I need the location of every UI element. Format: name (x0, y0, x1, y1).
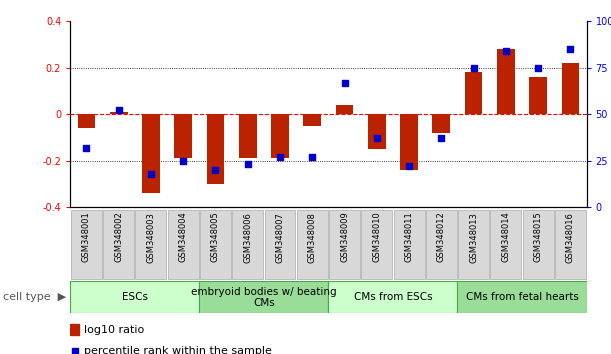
Point (436, 136, 446, 141)
Bar (304, 114, 321, 126)
Bar (465, 72, 483, 114)
FancyBboxPatch shape (70, 281, 199, 313)
FancyBboxPatch shape (136, 210, 166, 279)
Text: GSM348004: GSM348004 (178, 212, 188, 262)
Text: GSM348011: GSM348011 (404, 212, 414, 262)
Bar (400, 114, 418, 170)
FancyBboxPatch shape (200, 210, 231, 279)
FancyBboxPatch shape (361, 210, 392, 279)
Text: cell type  ▶: cell type ▶ (3, 292, 66, 302)
Bar (497, 49, 514, 114)
FancyBboxPatch shape (103, 210, 134, 279)
Bar (78, 114, 95, 128)
FancyBboxPatch shape (265, 210, 296, 279)
Point (372, 136, 382, 141)
Text: GSM348015: GSM348015 (533, 212, 543, 262)
FancyBboxPatch shape (522, 210, 554, 279)
Point (81, 145, 91, 150)
Text: CMs from fetal hearts: CMs from fetal hearts (466, 292, 579, 302)
Point (178, 158, 188, 164)
FancyBboxPatch shape (458, 281, 587, 313)
Bar (368, 114, 386, 149)
FancyBboxPatch shape (491, 210, 521, 279)
FancyBboxPatch shape (393, 210, 425, 279)
Text: CMs from ESCs: CMs from ESCs (354, 292, 432, 302)
FancyBboxPatch shape (329, 281, 458, 313)
Point (114, 108, 123, 113)
Bar (142, 114, 160, 193)
Text: ESCs: ESCs (122, 292, 148, 302)
FancyBboxPatch shape (199, 281, 329, 313)
Text: GSM348014: GSM348014 (502, 212, 510, 262)
Point (243, 161, 252, 167)
Point (501, 48, 511, 54)
FancyBboxPatch shape (167, 210, 199, 279)
Bar (239, 114, 257, 158)
Point (275, 154, 285, 160)
Bar (207, 114, 224, 184)
Text: GSM348002: GSM348002 (114, 212, 123, 262)
Text: GSM348003: GSM348003 (147, 212, 155, 263)
Point (211, 167, 221, 173)
FancyBboxPatch shape (555, 210, 586, 279)
Text: GSM348008: GSM348008 (308, 212, 316, 263)
Bar (529, 77, 547, 114)
Point (404, 164, 414, 169)
Text: GSM348009: GSM348009 (340, 212, 349, 262)
FancyBboxPatch shape (458, 210, 489, 279)
Point (469, 65, 478, 70)
Bar (562, 63, 579, 114)
Point (533, 65, 543, 70)
Bar (70, 324, 79, 335)
Text: log10 ratio: log10 ratio (84, 325, 144, 335)
Text: GSM348010: GSM348010 (372, 212, 381, 262)
FancyBboxPatch shape (297, 210, 327, 279)
Point (566, 46, 576, 52)
Point (70, 348, 79, 354)
Text: GSM348013: GSM348013 (469, 212, 478, 263)
Text: GSM348007: GSM348007 (276, 212, 285, 263)
Text: GSM348005: GSM348005 (211, 212, 220, 262)
Bar (335, 105, 353, 114)
Text: GSM348016: GSM348016 (566, 212, 575, 263)
Text: GSM348006: GSM348006 (243, 212, 252, 263)
Point (307, 154, 317, 160)
FancyBboxPatch shape (232, 210, 263, 279)
Bar (174, 114, 192, 158)
FancyBboxPatch shape (71, 210, 102, 279)
Bar (271, 114, 289, 158)
FancyBboxPatch shape (329, 210, 360, 279)
Text: percentile rank within the sample: percentile rank within the sample (84, 346, 272, 354)
Bar (110, 112, 128, 114)
Text: embryoid bodies w/ beating
CMs: embryoid bodies w/ beating CMs (191, 286, 337, 308)
Point (340, 80, 349, 85)
FancyBboxPatch shape (426, 210, 457, 279)
Text: GSM348012: GSM348012 (437, 212, 446, 262)
Text: GSM348001: GSM348001 (82, 212, 91, 262)
Bar (433, 114, 450, 133)
Point (146, 171, 156, 177)
